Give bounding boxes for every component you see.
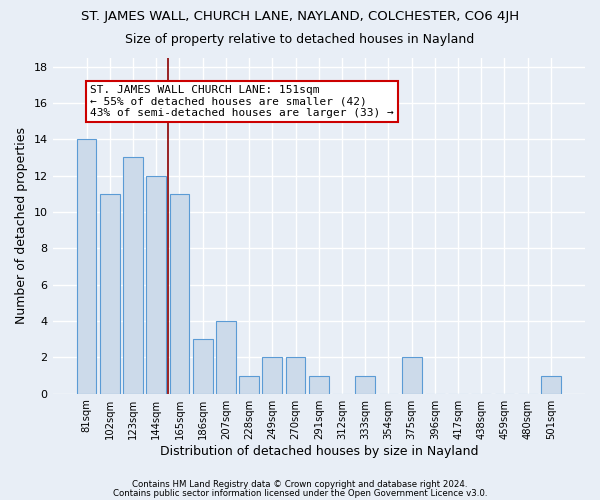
Bar: [170, 194, 190, 394]
Bar: [77, 140, 97, 394]
Bar: [262, 358, 282, 394]
Bar: [146, 176, 166, 394]
Bar: [123, 158, 143, 394]
Bar: [216, 321, 236, 394]
Text: ST. JAMES WALL, CHURCH LANE, NAYLAND, COLCHESTER, CO6 4JH: ST. JAMES WALL, CHURCH LANE, NAYLAND, CO…: [81, 10, 519, 23]
Bar: [286, 358, 305, 394]
Bar: [541, 376, 561, 394]
X-axis label: Distribution of detached houses by size in Nayland: Distribution of detached houses by size …: [160, 444, 478, 458]
Y-axis label: Number of detached properties: Number of detached properties: [15, 127, 28, 324]
Bar: [100, 194, 119, 394]
Text: ST. JAMES WALL CHURCH LANE: 151sqm
← 55% of detached houses are smaller (42)
43%: ST. JAMES WALL CHURCH LANE: 151sqm ← 55%…: [90, 85, 394, 118]
Text: Contains HM Land Registry data © Crown copyright and database right 2024.: Contains HM Land Registry data © Crown c…: [132, 480, 468, 489]
Text: Size of property relative to detached houses in Nayland: Size of property relative to detached ho…: [125, 32, 475, 46]
Bar: [402, 358, 422, 394]
Bar: [309, 376, 329, 394]
Bar: [193, 339, 212, 394]
Bar: [239, 376, 259, 394]
Bar: [355, 376, 375, 394]
Text: Contains public sector information licensed under the Open Government Licence v3: Contains public sector information licen…: [113, 488, 487, 498]
